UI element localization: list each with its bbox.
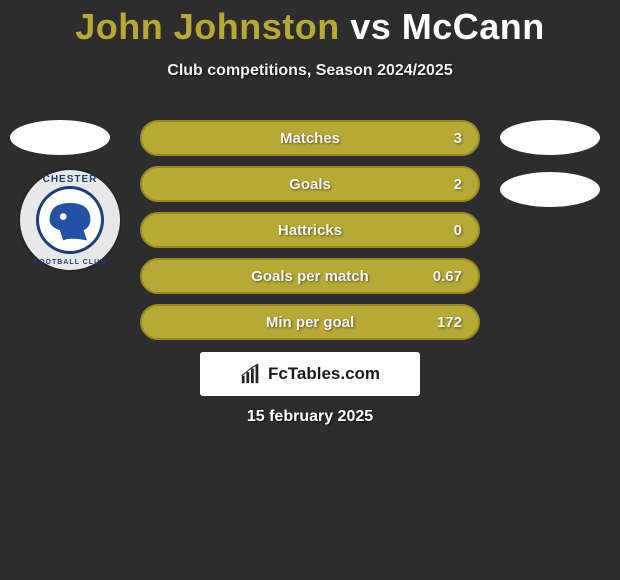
bar-label: Goals: [142, 176, 478, 193]
badge-bottom-text: FOOTBALL CLUB: [20, 259, 120, 266]
club-badge: CHESTER FOOTBALL CLUB: [20, 170, 120, 270]
page-title: John Johnston vs McCann: [0, 0, 620, 48]
stats-bars: Matches 3 Goals 2 Hattricks 0 Goals per …: [140, 120, 480, 350]
bar-value: 0: [454, 222, 462, 239]
bar-row: Matches 3: [140, 120, 480, 156]
attribution-text: FcTables.com: [268, 364, 380, 384]
barchart-icon: [240, 363, 262, 385]
subtitle: Club competitions, Season 2024/2025: [0, 62, 620, 80]
bar-row: Hattricks 0: [140, 212, 480, 248]
player2-avatar-placeholder-2: [500, 172, 600, 207]
bar-value: 172: [437, 314, 462, 331]
bar-row: Goals 2: [140, 166, 480, 202]
player1-avatar-placeholder: [10, 120, 110, 155]
bar-value: 0.67: [433, 268, 462, 285]
bar-label: Goals per match: [142, 268, 478, 285]
attribution-box: FcTables.com: [200, 352, 420, 396]
bar-label: Min per goal: [142, 314, 478, 331]
player1-name: John Johnston: [75, 6, 339, 47]
bar-row: Goals per match 0.67: [140, 258, 480, 294]
bar-label: Hattricks: [142, 222, 478, 239]
vs-separator: vs: [350, 6, 391, 47]
badge-top-text: CHESTER: [20, 174, 120, 185]
bar-value: 3: [454, 130, 462, 147]
bar-label: Matches: [142, 130, 478, 147]
lion-icon: [36, 186, 104, 254]
bar-row: Min per goal 172: [140, 304, 480, 340]
bar-value: 2: [454, 176, 462, 193]
player2-avatar-placeholder-1: [500, 120, 600, 155]
player2-name: McCann: [402, 6, 545, 47]
footer-date: 15 february 2025: [0, 408, 620, 426]
